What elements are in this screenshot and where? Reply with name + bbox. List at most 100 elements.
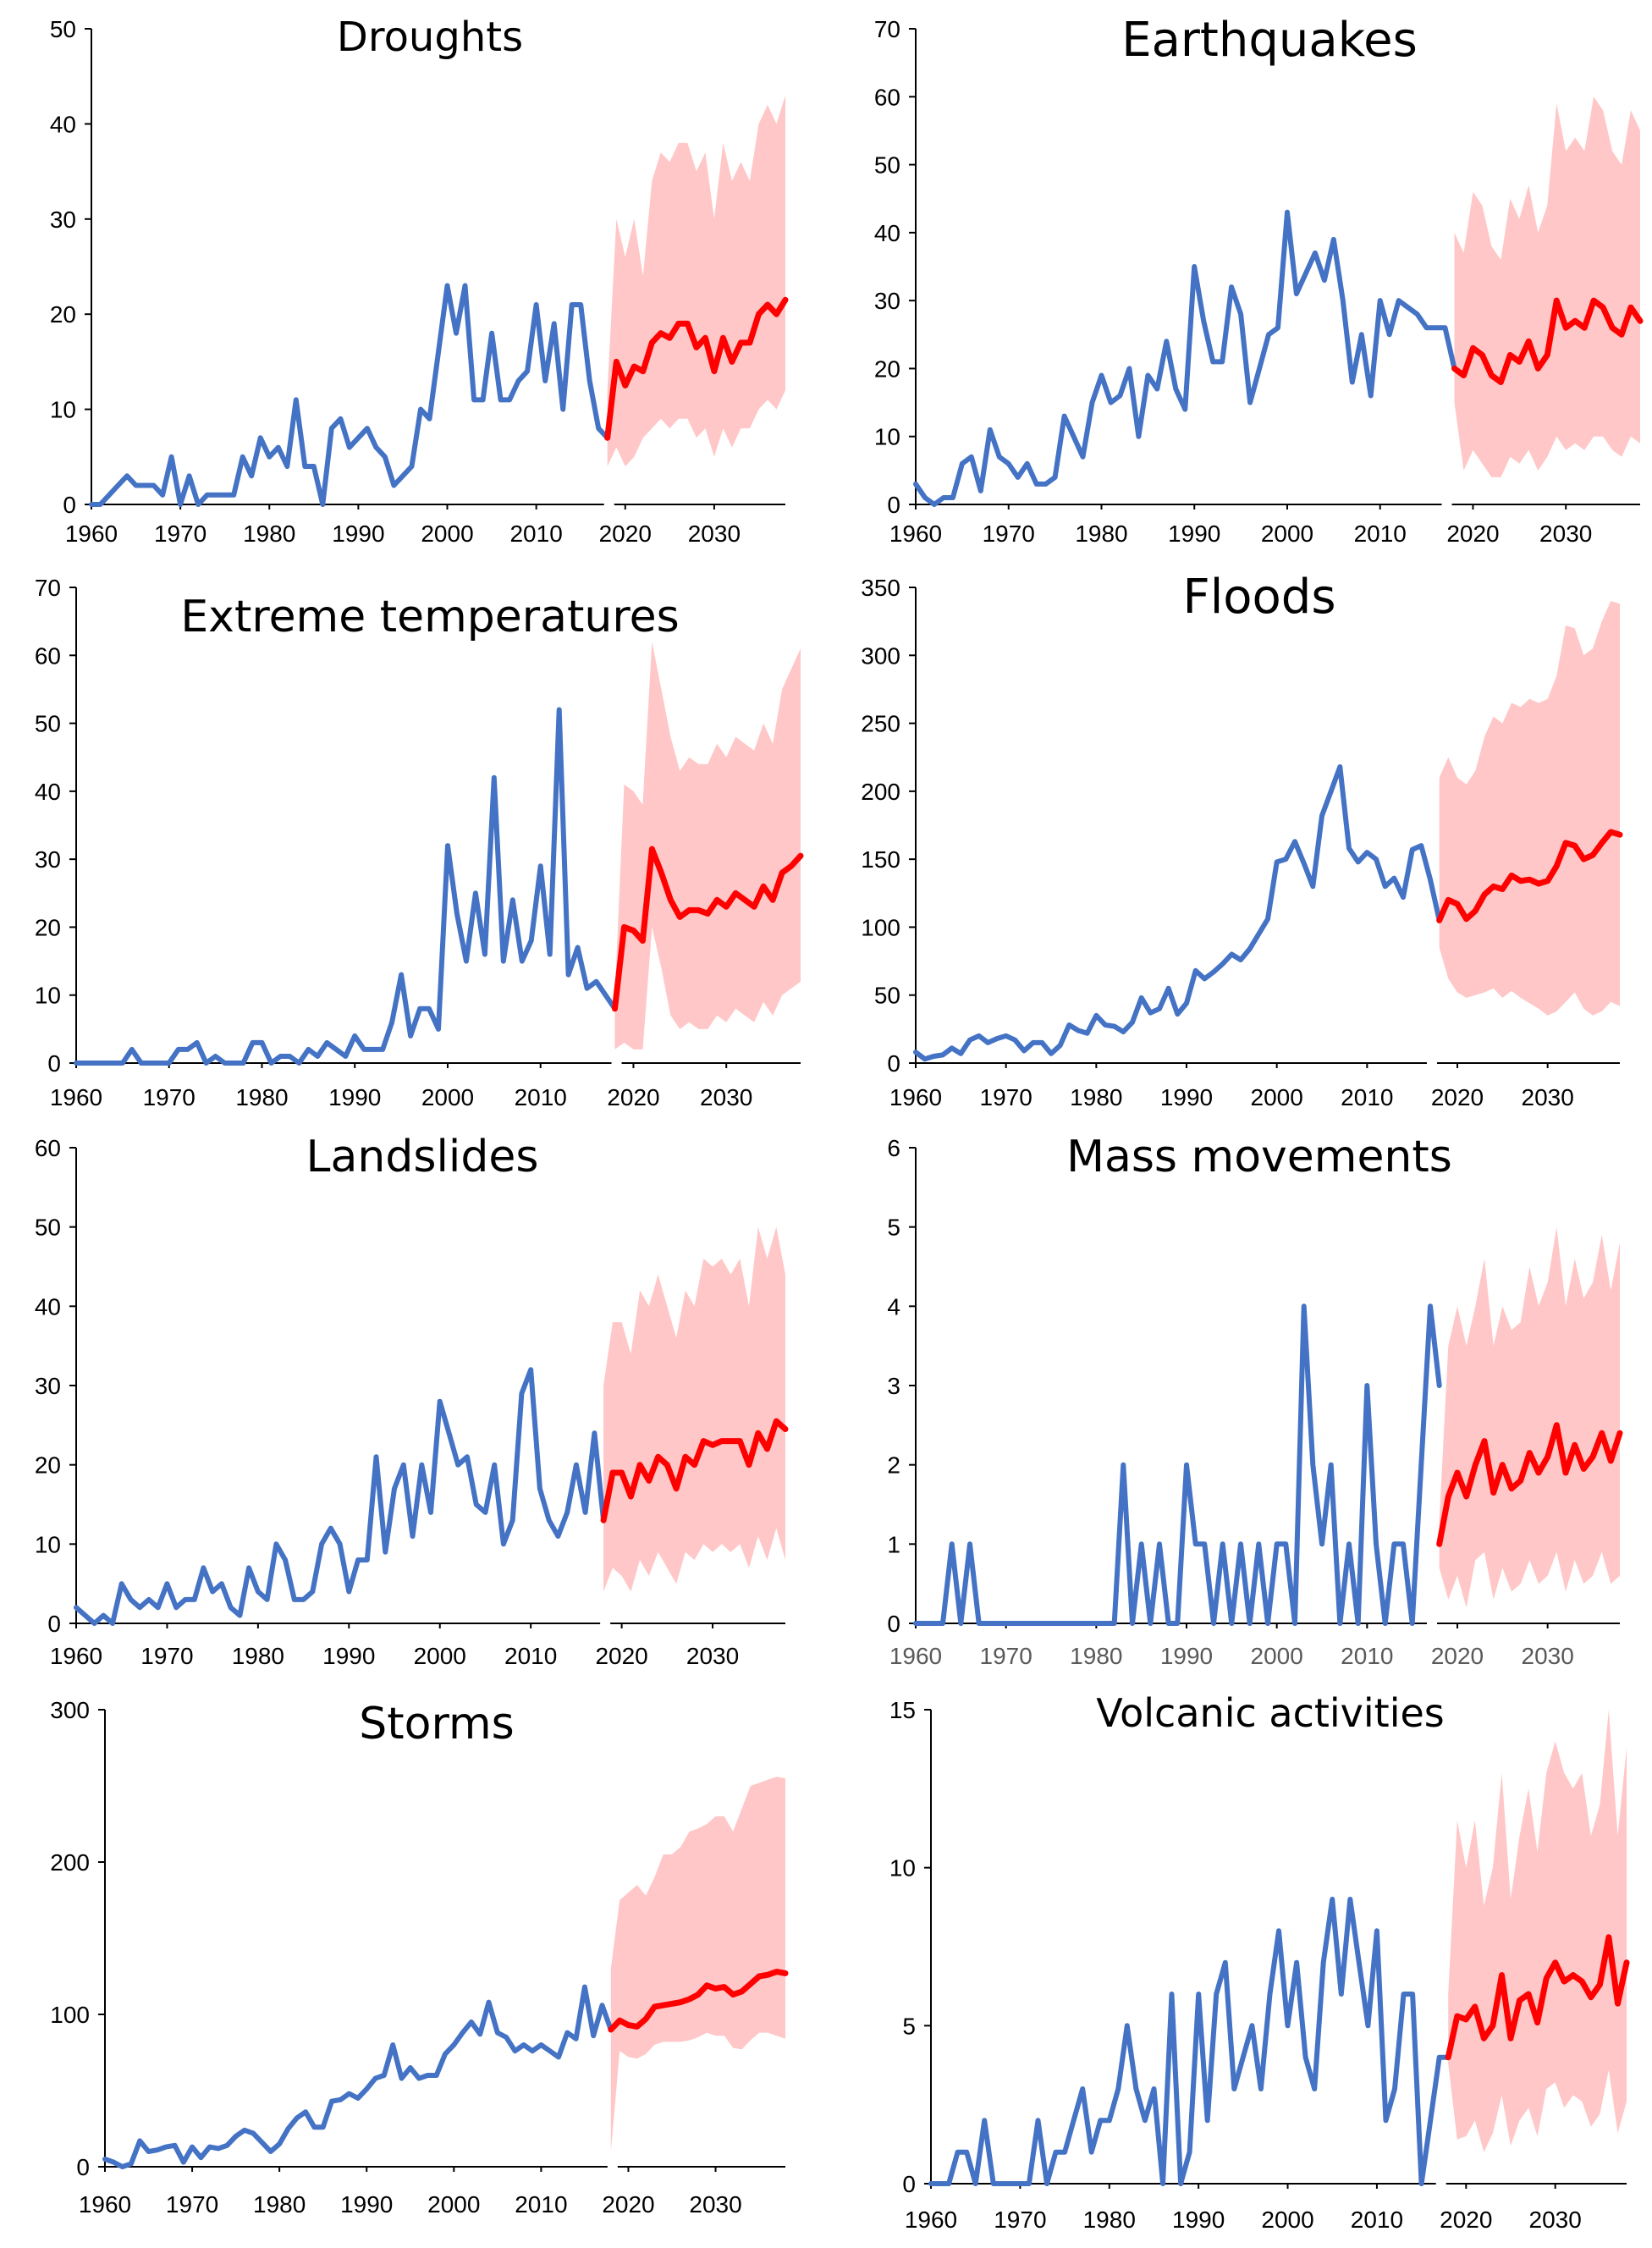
storms-forecast-line <box>608 1969 789 2033</box>
volcanic-activities-xtick-label: 2030 <box>1529 2207 1582 2233</box>
volcanic-activities-xtick-label: 1970 <box>994 2207 1046 2233</box>
landslides-xtick-label: 1970 <box>140 1643 193 1669</box>
mass-movements-historical-line <box>913 1303 1442 1626</box>
earthquakes-xtick-label: 2010 <box>1354 521 1407 547</box>
storms-xtick-label: 2020 <box>602 2191 654 2218</box>
panel-storms: 0 100 200 300 1960 1970 1980 1990 2000 2010 2020 20… <box>0 1686 826 2248</box>
floods-xtick-label: 1990 <box>1160 1084 1213 1110</box>
extreme-temperatures-xtick-label: 1980 <box>235 1084 288 1110</box>
droughts-xtick-label: 1960 <box>65 521 118 547</box>
extreme-temperatures-ytick-label: 30 <box>35 846 61 873</box>
storms-ytick-label: 300 <box>50 1697 90 1723</box>
droughts-title: Droughts <box>337 14 523 61</box>
landslides-xtick-label: 2010 <box>504 1643 557 1669</box>
panel-mass-movements: 0 1 2 3 4 5 6 1960 1970 1980 1990 2000 2010 2020 2030 M… <box>826 1124 1652 1686</box>
landslides-ytick-label: 20 <box>35 1452 61 1479</box>
earthquakes-xtick-label: 1980 <box>1075 521 1127 547</box>
landslides-forecast-band <box>603 1226 785 1592</box>
storms-forecast-band <box>610 1777 785 2152</box>
storms-ytick-label: 200 <box>50 1849 90 1876</box>
earthquakes-xtick-label: 1990 <box>1168 521 1220 547</box>
volcanic-activities-xtick-label: 2000 <box>1261 2207 1313 2233</box>
floods-xtick-label: 1970 <box>980 1084 1032 1110</box>
volcanic-activities-title: Volcanic activities <box>1096 1690 1445 1736</box>
earthquakes-ytick-label: 50 <box>874 152 900 179</box>
earthquakes-xtick-label: 1970 <box>983 521 1035 547</box>
droughts-xtick-label: 2030 <box>688 521 741 547</box>
floods-forecast-line <box>1436 829 1623 923</box>
storms-xtick-label: 1960 <box>79 2191 131 2218</box>
earthquakes-xtick-label: 1960 <box>889 521 942 547</box>
volcanic-activities-ytick-label: 0 <box>902 2171 916 2197</box>
extreme-temperatures-ytick-label: 50 <box>35 711 61 737</box>
landslides-ytick-label: 10 <box>35 1531 61 1557</box>
floods-ytick-label: 150 <box>861 846 900 873</box>
storms-xtick-label: 1990 <box>340 2191 393 2218</box>
mass-movements-forecast-line <box>1436 1422 1623 1547</box>
earthquakes-forecast-band <box>1454 96 1640 477</box>
extreme-temperatures-xtick-label: 1990 <box>328 1084 381 1110</box>
extreme-temperatures-ytick-label: 60 <box>35 642 61 669</box>
droughts-xtick-label: 2010 <box>509 521 562 547</box>
extreme-temperatures-xtick-label: 2000 <box>421 1084 474 1110</box>
earthquakes-title: Earthquakes <box>1121 13 1418 68</box>
volcanic-activities-ytick-label: 10 <box>889 1855 916 1882</box>
panel-landslides: 0 10 20 30 40 50 60 1960 1970 1980 1990 2000 2010 202… <box>0 1124 826 1686</box>
storms-xtick-label: 2010 <box>515 2191 567 2218</box>
volcanic-activities-xtick-label: 1990 <box>1172 2207 1225 2233</box>
storms-svg: 0 100 200 300 1960 1970 1980 1990 2000 2010 2020 20… <box>50 1697 789 2218</box>
landslides-ytick-label: 40 <box>35 1293 61 1320</box>
panel-volcanic-activities: 0 5 10 15 1960 1970 1980 1990 2000 2010 2020 2030 Vo… <box>826 1686 1652 2248</box>
landslides-title: Landslides <box>306 1132 539 1182</box>
mass-movements-ytick-label: 5 <box>887 1215 900 1241</box>
storms-xtick-label: 2000 <box>427 2191 480 2218</box>
storms-ytick-label: 100 <box>50 2002 90 2028</box>
extreme-temperatures-title: Extreme temperatures <box>180 592 679 642</box>
floods-ytick-label: 300 <box>861 642 900 669</box>
mass-movements-forecast-band <box>1439 1226 1620 1608</box>
floods-forecast-band <box>1439 601 1620 1016</box>
earthquakes-ytick-label: 60 <box>874 84 900 110</box>
extreme-temperatures-ytick-label: 10 <box>35 983 61 1009</box>
droughts-ytick-label: 30 <box>50 207 76 233</box>
mass-movements-ytick-label: 0 <box>887 1611 900 1637</box>
earthquakes-historical-line <box>913 209 1457 507</box>
earthquakes-ytick-label: 0 <box>887 492 900 518</box>
landslides-ytick-label: 30 <box>35 1373 61 1399</box>
floods-xtick-label: 2030 <box>1522 1084 1574 1110</box>
mass-movements-xtick-label: 2030 <box>1522 1643 1574 1669</box>
extreme-temperatures-forecast-band <box>614 642 801 1050</box>
mass-movements-xtick-label: 2010 <box>1341 1643 1393 1669</box>
volcanic-activities-xtick-label: 2010 <box>1351 2207 1403 2233</box>
mass-movements-xtick-label: 2000 <box>1251 1643 1303 1669</box>
volcanic-activities-xtick-label: 1960 <box>905 2207 957 2233</box>
panel-floods: 0 50 100 150 200 250 300 350 1960 1970 1980 1990 200… <box>826 562 1652 1124</box>
floods-xtick-label: 1960 <box>889 1084 942 1110</box>
floods-xtick-label: 2020 <box>1431 1084 1484 1110</box>
floods-title: Floods <box>1182 570 1335 625</box>
droughts-ytick-label: 50 <box>50 16 76 42</box>
earthquakes-ytick-label: 40 <box>874 220 900 246</box>
earthquakes-ytick-label: 70 <box>874 16 900 42</box>
droughts-xtick-label: 1970 <box>154 521 206 547</box>
floods-svg: 0 50 100 150 200 250 300 350 1960 1970 1980 1990 200… <box>861 570 1623 1110</box>
extreme-temperatures-forecast-line <box>612 846 804 1012</box>
extreme-temperatures-ytick-label: 40 <box>35 779 61 805</box>
extreme-temperatures-xtick-label: 2020 <box>607 1084 659 1110</box>
mass-movements-xtick-label: 1980 <box>1070 1643 1122 1669</box>
earthquakes-ytick-label: 20 <box>874 355 900 382</box>
extreme-temperatures-xtick-label: 2030 <box>700 1084 752 1110</box>
earthquakes-xtick-label: 2020 <box>1446 521 1499 547</box>
floods-ytick-label: 250 <box>861 711 900 737</box>
mass-movements-ytick-label: 4 <box>887 1293 900 1320</box>
droughts-ytick-label: 20 <box>50 301 76 328</box>
volcanic-activities-historical-line <box>928 1897 1451 2186</box>
droughts-ytick-label: 0 <box>63 492 76 518</box>
extreme-temperatures-ytick-label: 0 <box>47 1050 61 1077</box>
volcanic-activities-xtick-label: 1980 <box>1083 2207 1136 2233</box>
floods-xtick-label: 2000 <box>1251 1084 1303 1110</box>
